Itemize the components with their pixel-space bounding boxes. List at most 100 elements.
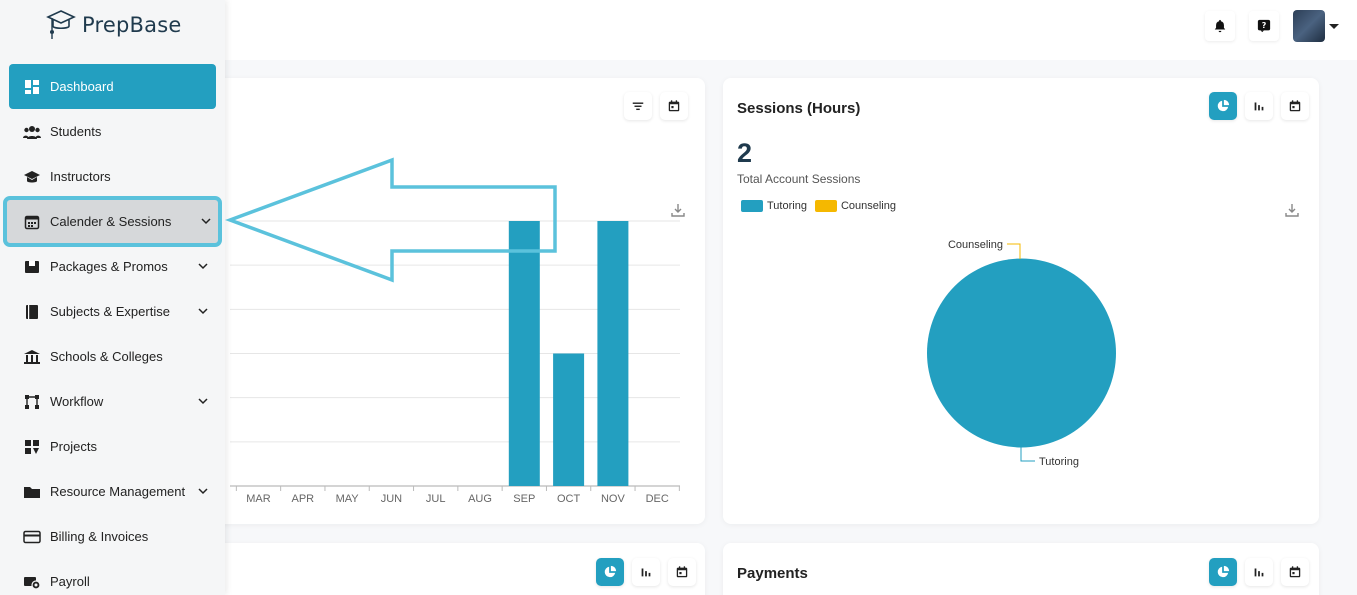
bar-chart-icon bbox=[1254, 102, 1264, 111]
bottom-left-card bbox=[200, 543, 705, 595]
pie-label-counseling: Counseling bbox=[948, 239, 1003, 251]
payments-card: Payments bbox=[723, 543, 1319, 595]
sidebar-item-label: Packages & Promos bbox=[50, 259, 168, 274]
calendar-icon bbox=[23, 213, 41, 231]
svg-text:?: ? bbox=[1262, 21, 1267, 30]
download-icon[interactable] bbox=[1284, 202, 1300, 218]
pie-label-tutoring: Tutoring bbox=[1039, 456, 1079, 468]
x-tick-label: APR bbox=[291, 493, 314, 505]
chevron-down-icon bbox=[198, 308, 208, 315]
logo[interactable]: PrepBase bbox=[46, 8, 181, 42]
chevron-down-icon bbox=[1329, 23, 1339, 29]
pie-chart-icon bbox=[1217, 565, 1230, 578]
bar-chart: MAR APR MAY JUN JUL AUG SEP OCT NOV DEC bbox=[230, 220, 680, 505]
filter-icon bbox=[632, 102, 644, 111]
sidebar-item-students[interactable]: Students bbox=[9, 109, 216, 154]
date-picker-button[interactable] bbox=[668, 558, 696, 586]
sidebar: PrepBase Dashboard Students Instructors … bbox=[0, 0, 225, 595]
sidebar-item-schools-colleges[interactable]: Schools & Colleges bbox=[9, 334, 216, 379]
pie-chart-icon bbox=[604, 565, 617, 578]
total-sessions-label: Total Account Sessions bbox=[737, 172, 861, 186]
calendar-icon bbox=[676, 566, 688, 578]
sessions-tools bbox=[1209, 92, 1309, 120]
calendar-icon bbox=[1289, 100, 1301, 112]
chevron-down-icon bbox=[198, 398, 208, 405]
filter-button[interactable] bbox=[624, 92, 652, 120]
bar-sep bbox=[508, 221, 540, 486]
help-button[interactable]: ? bbox=[1249, 11, 1279, 41]
users-icon bbox=[23, 123, 41, 141]
x-tick-label: OCT bbox=[557, 493, 581, 505]
credit-card-icon bbox=[23, 528, 41, 546]
bell-icon bbox=[1214, 19, 1226, 33]
bar-nov bbox=[597, 221, 629, 486]
monthly-tools bbox=[624, 92, 688, 120]
sessions-title: Sessions (Hours) bbox=[737, 100, 861, 117]
bar-view-button[interactable] bbox=[1245, 558, 1273, 586]
legend-swatch-tutoring bbox=[741, 200, 763, 213]
notifications-button[interactable] bbox=[1205, 11, 1235, 41]
sidebar-item-dashboard[interactable]: Dashboard bbox=[9, 64, 216, 109]
calendar-icon bbox=[1289, 566, 1301, 578]
legend-swatch-counseling bbox=[814, 200, 837, 213]
book-icon bbox=[23, 303, 41, 321]
graduation-cap-logo-icon bbox=[46, 10, 76, 39]
sidebar-item-instructors[interactable]: Instructors bbox=[9, 154, 216, 199]
sidebar-item-projects[interactable]: Projects bbox=[9, 424, 216, 469]
sidebar-item-billing-invoices[interactable]: Billing & Invoices bbox=[9, 514, 216, 559]
pie-legend: Tutoring Counseling bbox=[741, 200, 896, 213]
legend-label-counseling: Counseling bbox=[840, 200, 896, 212]
bar-view-button[interactable] bbox=[1245, 92, 1273, 120]
sidebar-item-label: Projects bbox=[50, 439, 97, 454]
sidebar-nav: Dashboard Students Instructors Calender … bbox=[3, 64, 222, 595]
top-icons: ? bbox=[1205, 10, 1339, 42]
payments-tools bbox=[1209, 558, 1309, 586]
bar-chart-icon bbox=[1254, 568, 1264, 577]
monthly-chart-card: MAR APR MAY JUN JUL AUG SEP OCT NOV DEC bbox=[200, 78, 705, 524]
sessions-date-button[interactable] bbox=[1281, 92, 1309, 120]
x-tick-label: JUL bbox=[426, 493, 446, 505]
pie-chart: Counseling Tutoring bbox=[927, 239, 1116, 468]
dashboard-icon bbox=[23, 78, 41, 96]
sidebar-item-packages-promos[interactable]: Packages & Promos bbox=[9, 244, 216, 289]
legend-item-tutoring[interactable]: Tutoring bbox=[741, 200, 807, 213]
date-picker-button[interactable] bbox=[660, 92, 688, 120]
sidebar-item-label: Billing & Invoices bbox=[50, 529, 149, 544]
pie-view-button[interactable] bbox=[1209, 558, 1237, 586]
pie-view-button[interactable] bbox=[1209, 92, 1237, 120]
user-menu[interactable] bbox=[1293, 10, 1339, 42]
sidebar-item-label: Instructors bbox=[50, 169, 111, 184]
avatar[interactable] bbox=[1293, 10, 1325, 42]
sidebar-item-label: Resource Management bbox=[50, 484, 186, 499]
legend-item-counseling[interactable]: Counseling bbox=[814, 200, 896, 213]
payments-date-button[interactable] bbox=[1281, 558, 1309, 586]
sidebar-item-workflow[interactable]: Workflow bbox=[9, 379, 216, 424]
chevron-down-icon bbox=[198, 488, 208, 495]
sessions-card: Sessions (Hours) 2 Total Account Session… bbox=[723, 78, 1319, 524]
pie-leader-counseling bbox=[1007, 243, 1021, 259]
sidebar-item-label: Calender & Sessions bbox=[50, 214, 172, 229]
download-icon[interactable] bbox=[670, 202, 686, 218]
x-tick-label: SEP bbox=[513, 493, 535, 505]
pie-chart-icon bbox=[1217, 99, 1230, 112]
sidebar-item-label: Dashboard bbox=[50, 79, 114, 94]
sidebar-item-subjects-expertise[interactable]: Subjects & Expertise bbox=[9, 289, 216, 334]
graduation-cap-icon bbox=[23, 168, 41, 186]
x-tick-label: AUG bbox=[468, 493, 492, 505]
calendar-icon bbox=[668, 100, 680, 112]
total-sessions-value: 2 bbox=[737, 138, 753, 168]
pie-view-button[interactable] bbox=[596, 558, 624, 586]
chevron-down-icon bbox=[201, 218, 211, 225]
sidebar-item-label: Schools & Colleges bbox=[50, 349, 163, 364]
sidebar-item-payroll[interactable]: Payroll bbox=[9, 559, 216, 595]
x-tick-label: DEC bbox=[646, 493, 669, 505]
bar-view-button[interactable] bbox=[632, 558, 660, 586]
legend-label-tutoring: Tutoring bbox=[767, 200, 807, 212]
sidebar-item-resource-management[interactable]: Resource Management bbox=[9, 469, 216, 514]
pie-leader-tutoring bbox=[1020, 447, 1035, 462]
top-bar: ? bbox=[0, 0, 1357, 60]
workflow-icon bbox=[23, 393, 41, 411]
x-tick-label: MAY bbox=[336, 493, 360, 505]
help-icon: ? bbox=[1257, 19, 1271, 33]
sidebar-item-calendar-sessions[interactable]: Calender & Sessions bbox=[3, 196, 222, 247]
